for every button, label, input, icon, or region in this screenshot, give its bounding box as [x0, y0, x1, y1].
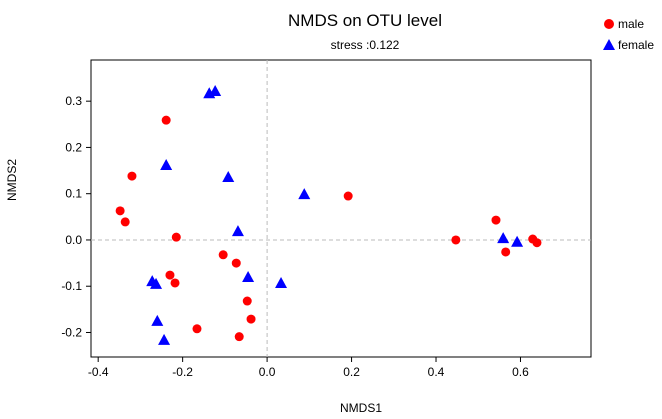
y-tick-label: 0.0 — [65, 233, 82, 247]
x-tick-label: 0.6 — [512, 365, 529, 379]
y-tick-label: 0.3 — [65, 94, 82, 108]
point-female — [222, 171, 235, 183]
legend-female-label: female — [618, 38, 654, 52]
point-female — [209, 84, 222, 96]
point-male — [120, 217, 130, 227]
point-male — [242, 296, 252, 306]
point-female — [160, 159, 173, 171]
chart-title: NMDS on OTU level — [288, 11, 442, 30]
point-male — [161, 115, 171, 125]
x-tick-label: -0.4 — [88, 365, 109, 379]
point-male — [115, 206, 125, 216]
x-tick-label: 0.0 — [259, 365, 276, 379]
point-male — [231, 258, 241, 268]
point-male — [451, 235, 461, 245]
point-male — [171, 232, 181, 242]
y-tick-label: -0.2 — [61, 325, 82, 339]
y-tick-label: 0.1 — [65, 187, 82, 201]
x-axis-label: NMDS1 — [340, 401, 382, 415]
point-male — [192, 324, 202, 334]
point-male — [170, 278, 180, 288]
x-tick-label: 0.4 — [428, 365, 445, 379]
chart-subtitle: stress :0.122 — [331, 38, 400, 52]
point-female — [242, 270, 255, 282]
point-male — [246, 314, 256, 324]
point-female — [497, 232, 510, 244]
y-axis-label: NMDS2 — [5, 159, 19, 201]
point-female — [298, 188, 311, 200]
legend-male-marker — [604, 19, 614, 29]
legend: male female — [603, 17, 654, 52]
legend-female-marker — [603, 39, 615, 50]
legend-male-label: male — [618, 17, 644, 31]
plot-frame — [90, 59, 592, 358]
point-female — [150, 277, 163, 289]
point-female — [511, 235, 524, 247]
point-male — [343, 191, 353, 201]
y-tick-label: 0.2 — [65, 140, 82, 154]
point-female — [158, 333, 171, 345]
point-male — [532, 238, 542, 248]
point-female — [275, 276, 288, 288]
point-male — [234, 332, 244, 342]
point-male — [501, 247, 511, 257]
point-female — [151, 314, 164, 326]
x-tick-label: 0.2 — [343, 365, 360, 379]
x-tick-label: -0.2 — [172, 365, 193, 379]
y-tick-label: -0.1 — [61, 279, 82, 293]
point-male — [491, 215, 501, 225]
point-male — [127, 171, 137, 181]
point-male — [218, 250, 228, 260]
point-female — [231, 225, 244, 237]
point-male — [165, 270, 175, 280]
